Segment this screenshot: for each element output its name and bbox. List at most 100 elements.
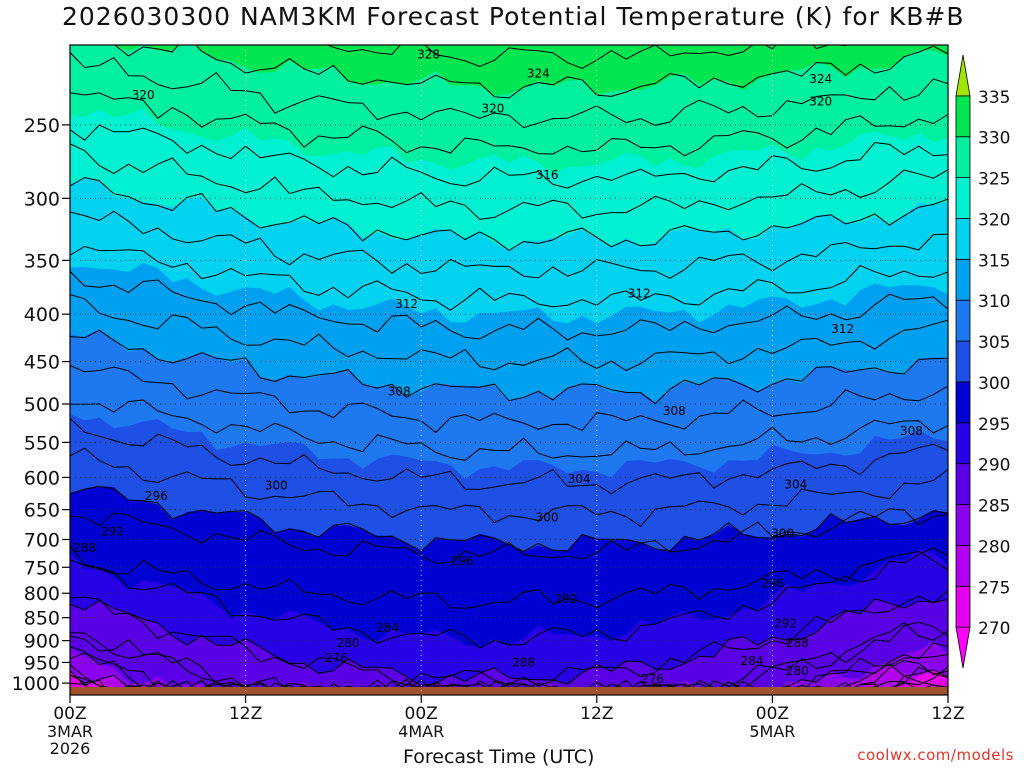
colorbar-cell-13: [955, 95, 971, 138]
xtick-label-60: 12Z: [931, 704, 964, 724]
colorbar-cell-10: [955, 218, 971, 260]
contour-328: [70, 52, 948, 129]
contour-label-4: 320: [481, 101, 504, 115]
contour-label-32: 276: [641, 672, 664, 686]
contour-288: [70, 622, 948, 695]
temperature-fill-bands: [70, 4, 948, 695]
colorbar-label-285: 285: [978, 497, 1010, 517]
y-axis: 2503003504004505005506006507007508008509…: [12, 115, 70, 695]
contour-290: [70, 598, 948, 687]
contour-label-15: 300: [265, 478, 288, 492]
ytick-label-600: 600: [24, 467, 60, 489]
contour-label-17: 300: [771, 527, 794, 541]
ytick-label-550: 550: [24, 432, 60, 454]
ytick-label-400: 400: [24, 304, 60, 326]
band-above-335: [70, 4, 948, 40]
contour-label-14: 304: [784, 478, 807, 492]
colorbar-cell-8: [955, 299, 971, 342]
contour-label-13: 304: [568, 472, 591, 486]
contour-label-28: 284: [740, 654, 763, 668]
contour-326: [70, 92, 948, 157]
contour-334: [70, 0, 948, 33]
ytick-label-750: 750: [24, 557, 60, 579]
colorbar: 270 275 280 285 290 295 300 305 310 315 320 325 330 3…: [955, 54, 1010, 669]
ytick-label-500: 500: [24, 394, 60, 416]
colorbar-label-270: 270: [978, 619, 1010, 639]
xtick-label-24: 00Z: [405, 704, 438, 724]
contour-label-30: 280: [786, 664, 809, 678]
contour-label-18: 296: [145, 489, 168, 503]
contour-300: [70, 485, 948, 553]
contour-310: [70, 329, 948, 405]
contour-316: [70, 245, 948, 311]
colorbar-label-300: 300: [978, 374, 1010, 394]
contour-label-20: 296: [761, 577, 784, 591]
colorbar-label-280: 280: [978, 537, 1010, 557]
colorbar-cell-12: [955, 136, 971, 179]
ground-surface: [70, 687, 948, 695]
colorbar-cell-14: [955, 54, 971, 97]
ytick-label-650: 650: [24, 500, 60, 522]
xtick-label-48: 00Z: [756, 704, 789, 724]
contour-label-22: 292: [555, 592, 578, 606]
contour-label-24: 288: [73, 541, 96, 555]
xtick-label-36: 12Z: [580, 704, 613, 724]
colorbar-label-295: 295: [978, 415, 1010, 435]
contour-298: [70, 508, 948, 564]
contour-322: [70, 143, 948, 220]
contour-label-23: 292: [774, 616, 797, 630]
contour-302: [70, 447, 948, 528]
xtick-year-0: 2026: [50, 739, 91, 758]
ytick-label-700: 700: [24, 529, 60, 551]
contour-label-11: 308: [663, 404, 686, 418]
x-axis-label: Forecast Time (UTC): [403, 746, 595, 768]
colorbar-cell-5: [955, 422, 971, 465]
contour-324: [70, 124, 948, 189]
ytick-label-1000: 1000: [12, 673, 60, 695]
colorbar-label-335: 335: [978, 88, 1010, 108]
ytick-label-350: 350: [24, 250, 60, 272]
contour-label-26: 288: [786, 636, 809, 650]
contour-332: [326, 45, 848, 69]
contour-286: [70, 621, 948, 695]
plot-frame: [69, 44, 949, 696]
contour-label-0: 328: [417, 48, 440, 62]
contour-label-25: 288: [512, 655, 535, 669]
xtick-label-0: 00Z: [53, 704, 86, 724]
ytick-label-900: 900: [24, 631, 60, 653]
contour-label-5: 320: [809, 95, 832, 109]
contour-label-8: 312: [628, 287, 651, 301]
contour-294: [70, 545, 948, 649]
contour-label-31: 276: [325, 651, 348, 665]
colorbar-cell-1: [955, 585, 971, 628]
contour-label-29: 280: [337, 636, 360, 650]
contour-label-9: 312: [831, 322, 854, 336]
xtick-label-12: 12Z: [229, 704, 262, 724]
colorbar-cell-9: [955, 258, 971, 301]
colorbar-label-315: 315: [978, 251, 1010, 271]
ytick-label-850: 850: [24, 608, 60, 630]
ytick-label-300: 300: [24, 188, 60, 210]
ytick-label-950: 950: [24, 652, 60, 674]
watermark-link[interactable]: coolwx.com/models: [857, 746, 1014, 764]
contour-label-19: 296: [451, 554, 474, 568]
contour-306: [70, 399, 948, 461]
colorbar-label-305: 305: [978, 333, 1010, 353]
xtick-date-0: 3MAR: [47, 722, 93, 741]
ytick-label-450: 450: [24, 352, 60, 374]
colorbar-cell-7: [955, 340, 971, 383]
colorbar-label-275: 275: [978, 578, 1010, 598]
colorbar-label-290: 290: [978, 456, 1010, 476]
contour-318: [70, 210, 948, 279]
contour-label-12: 308: [900, 424, 923, 438]
colorbar-cell-4: [955, 463, 971, 505]
colorbar-cell-3: [955, 504, 971, 546]
contour-314: [70, 271, 948, 341]
contour-label-2: 324: [809, 72, 832, 86]
contour-label-21: 292: [101, 524, 124, 538]
contour-304: [70, 417, 948, 495]
chart-title: 2026030300 NAM3KM Forecast Potential Tem…: [62, 2, 965, 31]
contour-label-10: 308: [388, 385, 411, 399]
